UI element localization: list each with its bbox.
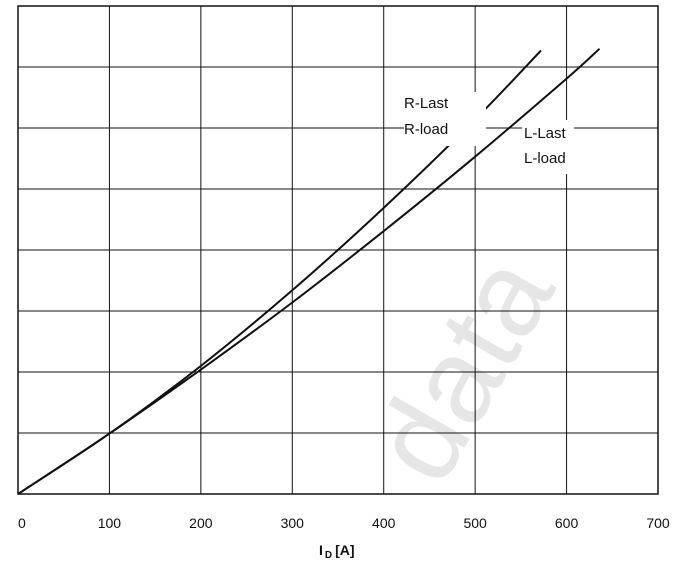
series-label-bg-l [522, 120, 574, 174]
x-axis-label-main: I [319, 542, 323, 558]
x-tick-label: 100 [98, 515, 122, 531]
series-label-bg-r [404, 92, 486, 146]
series-label-l-line2: L-load [524, 150, 566, 167]
x-tick-label: 700 [646, 515, 670, 531]
x-tick-label: 200 [189, 515, 213, 531]
x-axis-label-sub: D [325, 550, 332, 561]
x-axis-label: I D [A] [319, 542, 355, 561]
x-tick-label: 300 [281, 515, 305, 531]
x-tick-label: 400 [372, 515, 396, 531]
series-line-1 [17, 47, 601, 495]
series-label-r-line1: R-Last [404, 95, 449, 112]
series-labels: R-Last R-load L-Last L-load [404, 92, 574, 174]
x-axis-label-unit: [A] [335, 542, 354, 558]
x-tick-label: 500 [463, 515, 487, 531]
x-tick-label: 0 [18, 515, 26, 531]
series-label-l-line1: L-Last [524, 125, 567, 142]
watermark-text: data [346, 234, 579, 503]
series-label-r-line2: R-load [404, 121, 448, 138]
x-tick-labels: 0 100 200 300 400 500 600 700 [18, 515, 670, 531]
plot-frame [17, 5, 659, 495]
x-tick-label: 600 [555, 515, 579, 531]
